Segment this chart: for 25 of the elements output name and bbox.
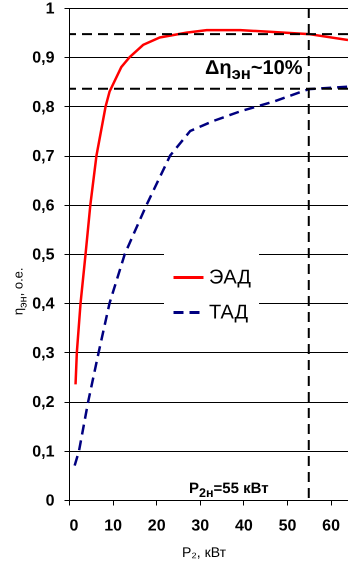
legend-label: ЭАД (209, 266, 252, 288)
y-tick-label: 0,9 (32, 50, 55, 67)
y-tick-label: 1 (46, 0, 55, 18)
line-series (74, 28, 348, 386)
x-tick-label: 0 (70, 518, 78, 534)
annotation: P$_{2н}$=55 кВт (189, 480, 269, 500)
x-tick-label: 60 (322, 518, 340, 534)
y-tick-label: 0,6 (32, 197, 55, 214)
x-tick-label: 50 (278, 518, 296, 534)
x-tick-label: 40 (234, 518, 253, 534)
y-tick-label: 0,7 (32, 148, 55, 166)
x-tick-label: 20 (148, 518, 166, 534)
x-tick-label: 30 (191, 518, 210, 534)
y-tick-label: 0,3 (32, 344, 55, 362)
y-tick-label: 0 (46, 492, 55, 510)
y-tick-label: 0,8 (32, 98, 55, 116)
x-axis-title: P₂, кВт (181, 544, 227, 560)
y-tick-label: 0,5 (32, 246, 55, 264)
y-tick-label: 0,4 (32, 296, 55, 313)
line-series (73, 85, 348, 467)
legend-label: ТАД (209, 302, 249, 324)
x-tick-label: 10 (104, 518, 122, 534)
y-tick-label: 0,2 (32, 394, 55, 412)
annotation: Δη$_{эн}$~10% (205, 57, 303, 84)
y-tick-label: 0,1 (32, 443, 55, 460)
